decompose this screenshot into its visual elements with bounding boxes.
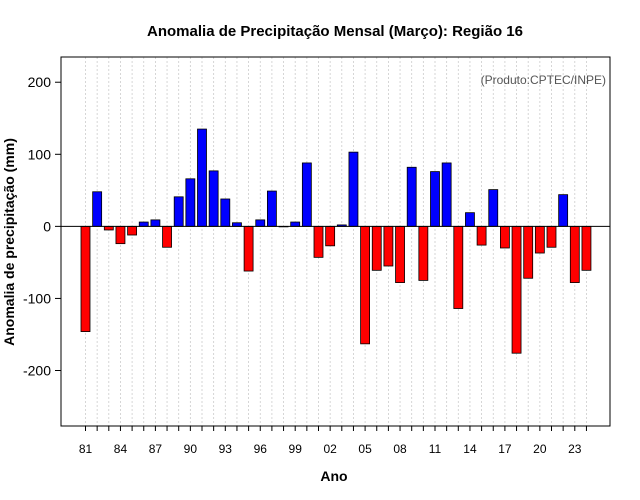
bar <box>476 225 487 246</box>
bar <box>534 225 545 254</box>
bar <box>220 198 231 227</box>
bar <box>185 178 196 227</box>
bar <box>453 225 464 309</box>
bar <box>232 222 242 227</box>
x-tick-label: 96 <box>254 442 268 456</box>
bar <box>558 194 569 227</box>
x-axis: 81 84 87 90 93 96 99 02 05 08 11 14 17 20 23 <box>79 426 587 456</box>
bar <box>301 162 312 227</box>
bar <box>103 225 114 231</box>
product-annotation: (Produto:CPTEC/INPE) <box>481 73 606 87</box>
y-tick-label: -200 <box>23 363 51 379</box>
y-tick-label: 200 <box>28 74 52 90</box>
x-tick-label: 90 <box>184 442 198 456</box>
bar <box>115 225 126 245</box>
bar <box>395 225 405 283</box>
bar <box>569 225 580 283</box>
bar <box>150 219 161 227</box>
x-tick-label: 87 <box>149 442 163 456</box>
y-tick-label: 100 <box>28 146 52 162</box>
bar <box>138 221 149 227</box>
bar <box>546 225 557 248</box>
x-tick-label: 20 <box>533 442 547 456</box>
bar <box>290 221 301 227</box>
bar <box>208 170 219 227</box>
x-tick-label: 14 <box>463 442 477 456</box>
bar <box>406 166 417 227</box>
bar <box>430 171 440 227</box>
bar <box>499 225 510 249</box>
bar <box>80 225 91 332</box>
x-tick-label: 23 <box>568 442 582 456</box>
x-tick-label: 17 <box>498 442 512 456</box>
bar <box>266 190 277 227</box>
bar <box>441 162 452 227</box>
vertical-grid <box>85 57 587 426</box>
bars <box>80 128 592 354</box>
bar <box>383 225 394 267</box>
bar <box>348 151 359 227</box>
bar <box>255 219 266 227</box>
x-tick-label: 08 <box>393 442 407 456</box>
bar <box>488 189 499 227</box>
bar <box>92 191 103 227</box>
bar <box>197 128 207 227</box>
bar <box>418 225 429 281</box>
bar <box>360 225 371 345</box>
x-tick-label: 84 <box>114 442 128 456</box>
bar <box>313 225 324 258</box>
bar <box>162 225 172 248</box>
bar <box>581 225 592 271</box>
y-tick-label: 0 <box>43 218 51 234</box>
y-tick-label: -100 <box>23 290 51 306</box>
x-tick-label: 81 <box>79 442 93 456</box>
plot-frame <box>60 56 611 427</box>
bar <box>511 225 522 354</box>
bar <box>173 196 184 227</box>
x-tick-label: 99 <box>289 442 303 456</box>
bar <box>371 225 382 271</box>
y-axis: -200 -100 0 100 200 <box>23 74 61 379</box>
bar <box>465 212 475 227</box>
y-axis-label: Anomalia de precipitação (mm) <box>1 138 17 346</box>
x-tick-label: 11 <box>429 442 442 456</box>
bar <box>127 225 137 236</box>
x-tick-label: 05 <box>358 442 372 456</box>
bar <box>325 225 336 247</box>
bar <box>523 225 534 279</box>
chart-title: Anomalia de Precipitação Mensal (Março):… <box>147 23 523 40</box>
x-tick-label: 93 <box>219 442 233 456</box>
bar <box>243 225 254 272</box>
x-tick-label: 02 <box>323 442 337 456</box>
x-axis-label: Ano <box>320 468 347 484</box>
